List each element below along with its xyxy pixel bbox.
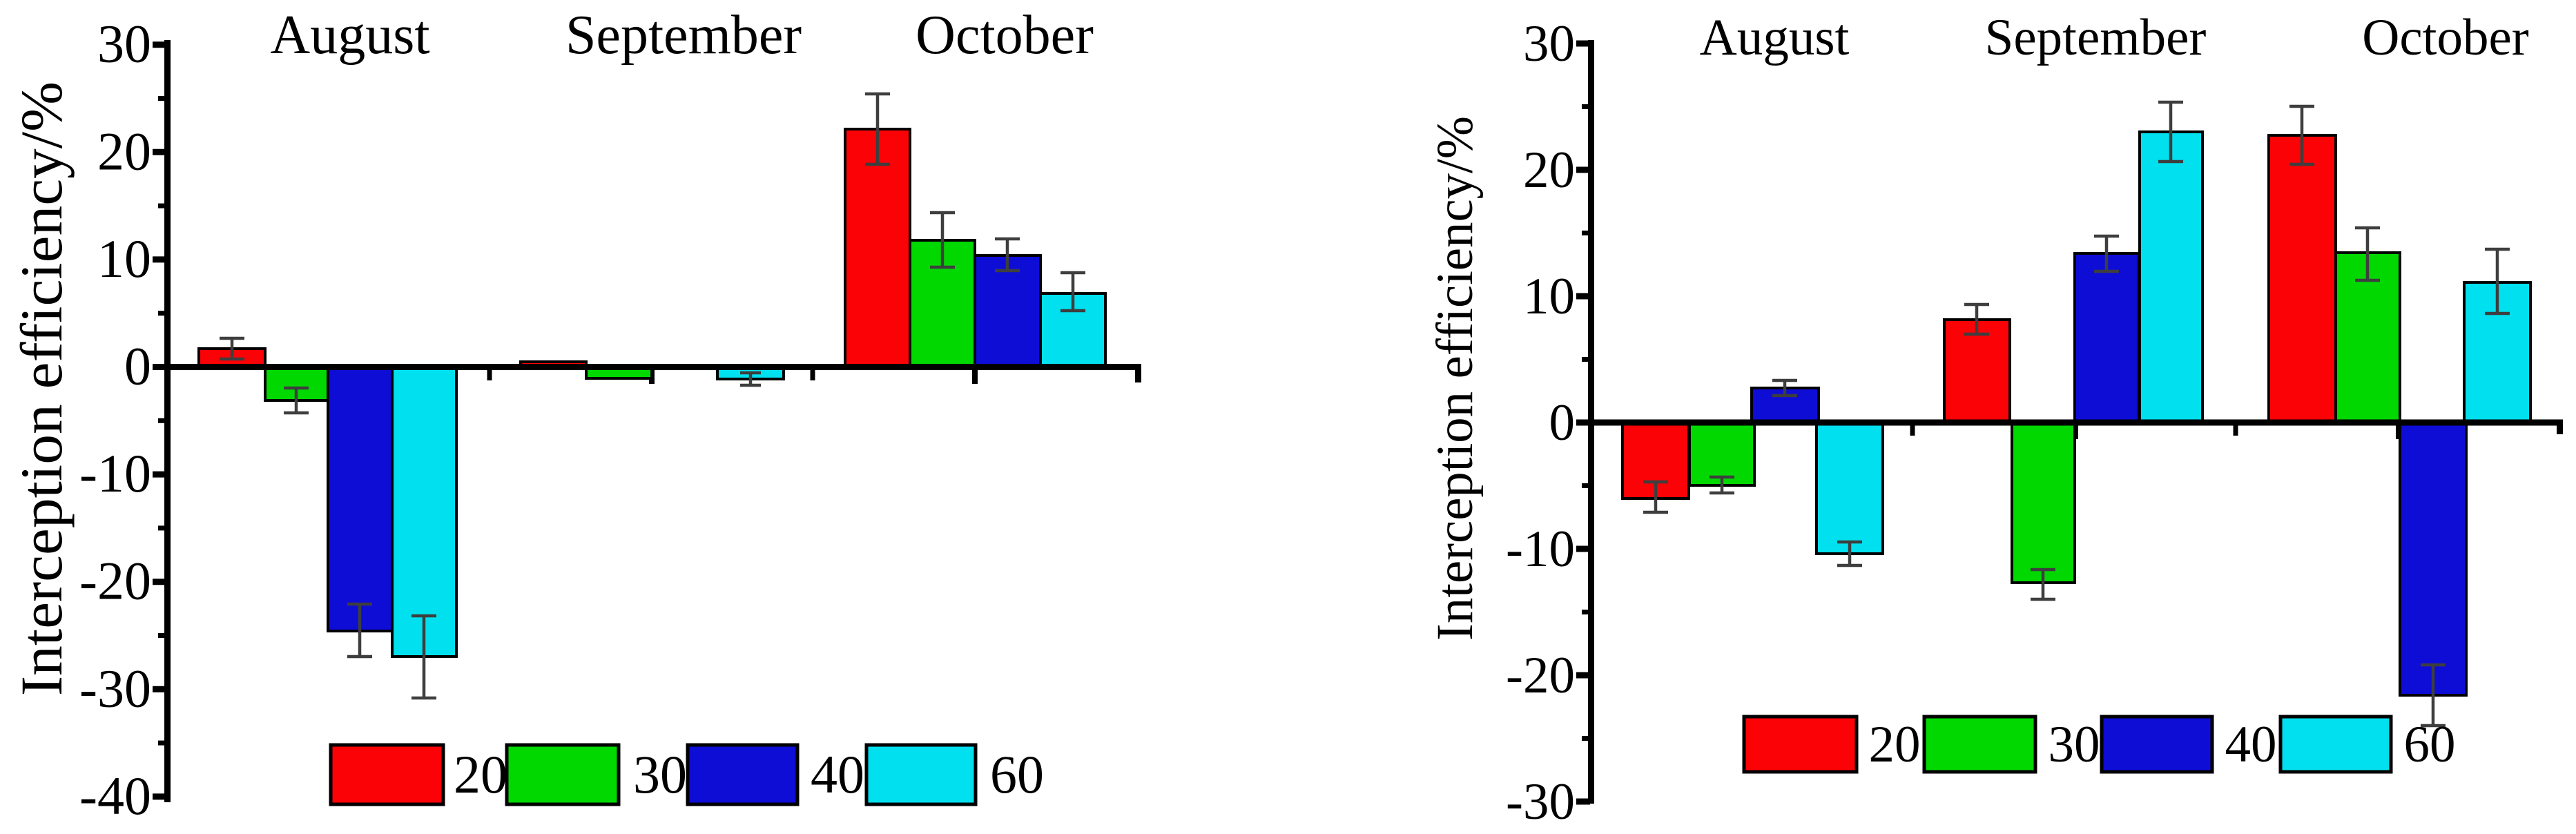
svg-text:20: 20 — [454, 744, 507, 804]
svg-text:30: 30 — [633, 744, 687, 804]
svg-text:60: 60 — [990, 744, 1044, 804]
svg-text:-30: -30 — [79, 658, 151, 718]
svg-text:August: August — [1700, 9, 1850, 66]
svg-text:10: 10 — [1523, 268, 1575, 325]
svg-text:30: 30 — [2049, 716, 2100, 773]
svg-text:30: 30 — [97, 14, 151, 74]
svg-text:August: August — [270, 5, 429, 66]
svg-text:-40: -40 — [79, 766, 151, 826]
svg-text:40: 40 — [2225, 716, 2277, 773]
svg-text:September: September — [565, 5, 802, 66]
svg-text:-10: -10 — [79, 443, 151, 503]
svg-text:60: 60 — [2404, 716, 2456, 773]
svg-text:20: 20 — [1523, 142, 1575, 199]
svg-text:40: 40 — [811, 744, 864, 804]
svg-text:-20: -20 — [79, 551, 151, 611]
svg-text:-10: -10 — [1506, 521, 1575, 578]
svg-text:10: 10 — [97, 229, 151, 289]
svg-text:30: 30 — [1523, 15, 1575, 72]
svg-text:-30: -30 — [1506, 773, 1575, 831]
svg-text:0: 0 — [1549, 394, 1576, 452]
svg-text:20: 20 — [97, 121, 151, 181]
svg-text:0: 0 — [124, 336, 151, 396]
svg-text:Interception efficiency/%: Interception efficiency/% — [8, 81, 75, 696]
svg-text:-20: -20 — [1506, 647, 1575, 704]
svg-text:October: October — [916, 5, 1094, 66]
svg-text:20: 20 — [1869, 716, 1921, 773]
svg-text:October: October — [2362, 9, 2529, 66]
svg-text:Interception efficiency/%: Interception efficiency/% — [1426, 116, 1484, 641]
svg-text:September: September — [1985, 9, 2207, 66]
